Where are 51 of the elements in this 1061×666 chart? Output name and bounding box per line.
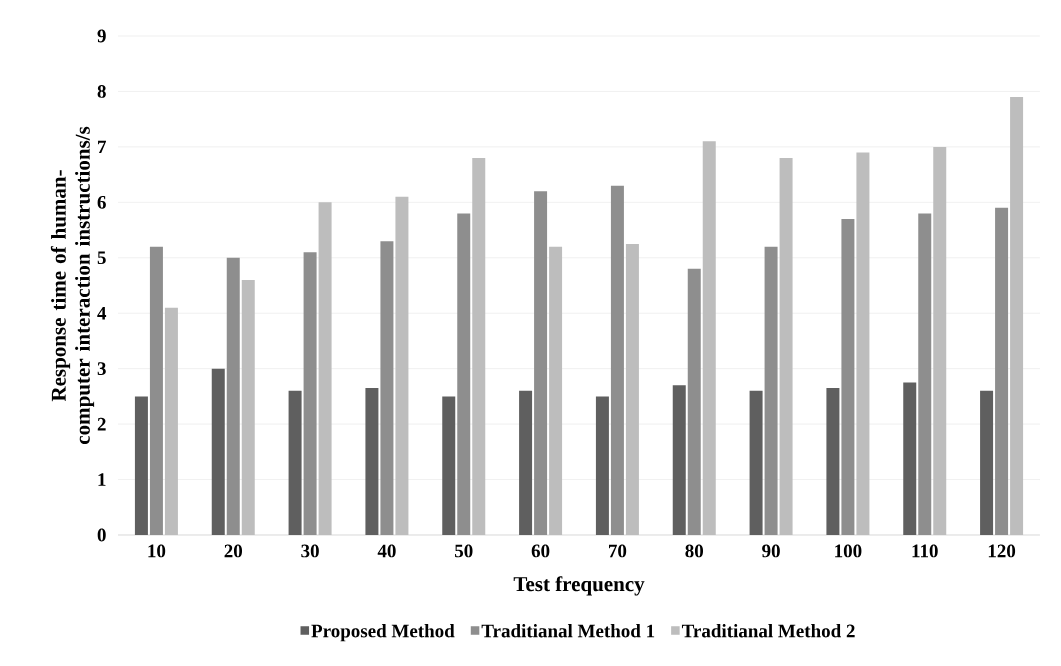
x-tick-label: 90 xyxy=(762,544,780,558)
x-tick-label: 110 xyxy=(912,544,938,558)
bar xyxy=(211,368,225,535)
bar xyxy=(303,252,317,535)
bar xyxy=(687,268,701,535)
x-tick-label: 60 xyxy=(531,544,550,558)
bar xyxy=(918,213,932,535)
bar xyxy=(995,207,1009,535)
x-tick-label: 20 xyxy=(224,544,243,558)
x-tick-label: 10 xyxy=(148,544,166,558)
y-tick-label: 6 xyxy=(97,195,106,209)
legend-label: Traditianal Method 1 xyxy=(481,624,655,638)
bar xyxy=(841,218,855,535)
x-tick-label: 100 xyxy=(835,544,862,558)
y-tick-label: 4 xyxy=(97,306,107,320)
y-tick-label: 3 xyxy=(97,362,106,376)
bar xyxy=(534,191,548,535)
bar xyxy=(749,390,763,535)
y-axis-title: Response time of human-computer interaction instructions/s xyxy=(50,126,95,444)
bar xyxy=(442,396,456,535)
y-tick-label: 0 xyxy=(97,528,106,542)
bar xyxy=(226,257,240,535)
y-tick-label: 5 xyxy=(97,251,106,265)
y-tick-label: 2 xyxy=(97,417,106,431)
bar xyxy=(764,246,778,535)
bar xyxy=(980,390,994,535)
bar xyxy=(595,396,609,535)
x-tick-label: 120 xyxy=(988,544,1016,558)
bar xyxy=(457,213,471,535)
y-tick-label: 7 xyxy=(98,140,107,154)
x-tick-label: 80 xyxy=(685,544,704,558)
bar xyxy=(380,241,394,535)
x-tick-label: 40 xyxy=(377,544,396,558)
x-tick-label: 70 xyxy=(609,544,627,558)
bar xyxy=(288,390,302,535)
x-tick-label: 50 xyxy=(455,544,473,558)
bar xyxy=(365,388,379,535)
bar xyxy=(149,246,163,535)
y-tick-label: 9 xyxy=(97,29,106,43)
legend-label: Traditianal Method 2 xyxy=(681,624,855,638)
bar xyxy=(826,388,840,535)
bar xyxy=(519,390,533,535)
legend-label: Proposed Method xyxy=(311,624,455,642)
bar xyxy=(903,382,917,535)
bar xyxy=(134,396,148,535)
x-axis-title: Test frequency xyxy=(513,576,645,596)
y-tick-label: 1 xyxy=(98,473,106,486)
x-tick-label: 30 xyxy=(301,544,319,558)
y-tick-label: 8 xyxy=(97,85,106,98)
bar xyxy=(672,385,686,535)
bar xyxy=(610,185,624,535)
